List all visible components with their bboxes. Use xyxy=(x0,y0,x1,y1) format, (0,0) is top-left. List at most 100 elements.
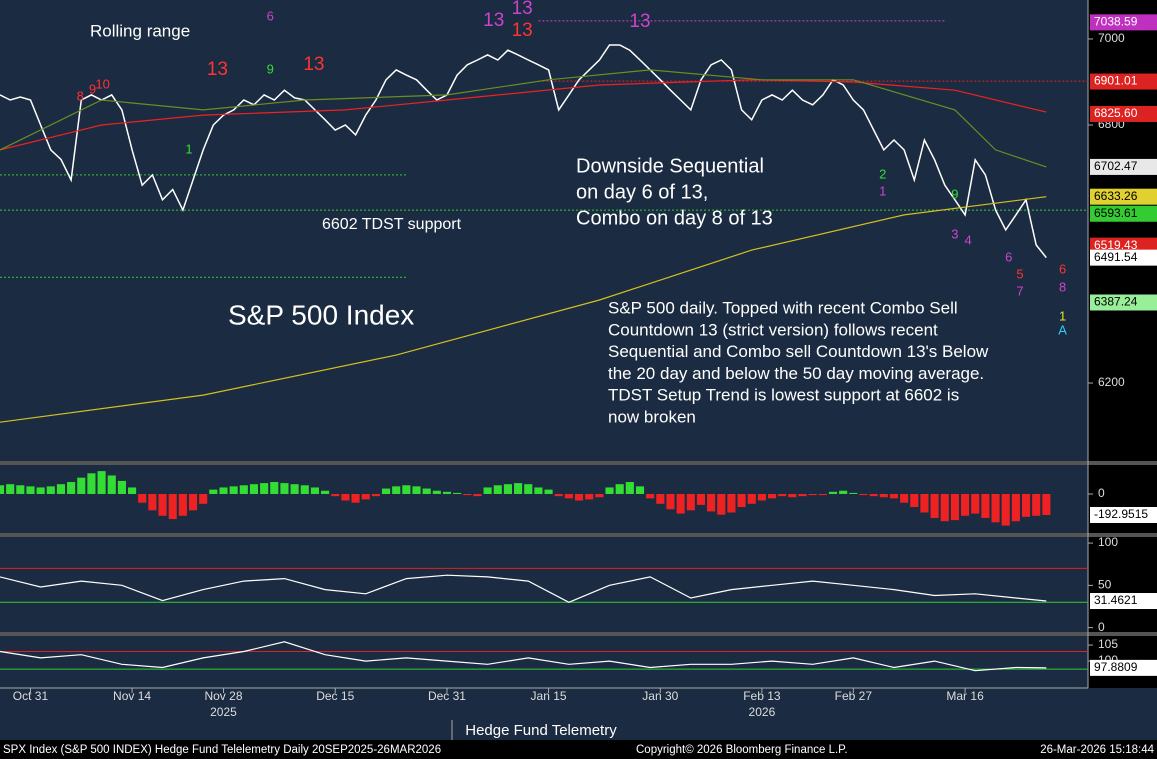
bar xyxy=(625,482,634,494)
bar xyxy=(940,493,949,522)
separator xyxy=(0,461,1157,465)
bar xyxy=(656,493,665,504)
bar xyxy=(463,493,472,496)
last-value-box xyxy=(1090,593,1157,610)
y-tick-label: 0 xyxy=(1098,486,1105,500)
bar xyxy=(1042,493,1051,516)
bar xyxy=(16,485,25,494)
y-tick-label: 50 xyxy=(1098,578,1112,592)
annotation: 6602 TDST support xyxy=(322,216,462,233)
price-label-box xyxy=(1090,14,1157,31)
bar xyxy=(381,488,391,494)
td-count: 4 xyxy=(965,233,972,248)
bar xyxy=(920,493,929,513)
annotation: Rolling range xyxy=(90,21,190,40)
bar xyxy=(148,493,157,511)
td-count: 6 xyxy=(1005,249,1012,264)
y-tick-label: 0 xyxy=(1098,620,1105,634)
commentary: TDST Setup Trend is lowest support at 66… xyxy=(608,386,959,405)
bar xyxy=(808,493,817,496)
bar xyxy=(910,493,919,508)
price-label-box xyxy=(1090,73,1157,90)
td-count: 9 xyxy=(267,61,274,76)
td-count: 8 xyxy=(1059,279,1066,294)
x-tick-label: Dec 31 xyxy=(428,689,466,703)
bar xyxy=(788,493,797,498)
bar xyxy=(950,493,959,521)
bar xyxy=(260,483,269,494)
last-value-box xyxy=(1090,659,1157,676)
last-value: -192.9515 xyxy=(1094,507,1148,521)
line xyxy=(0,44,1047,259)
bar xyxy=(117,480,126,494)
last-value: 31.4621 xyxy=(1094,593,1138,607)
price-label: 6901.01 xyxy=(1094,74,1138,88)
x-tick-label: Jan 15 xyxy=(531,689,567,703)
price-label-box xyxy=(1090,294,1157,311)
bar xyxy=(900,493,909,503)
bar xyxy=(239,485,248,494)
bar xyxy=(778,493,787,497)
bar xyxy=(544,489,553,494)
footer-left: SPX Index (S&P 500 INDEX) Hedge Fund Tel… xyxy=(3,744,441,756)
bar xyxy=(493,485,502,494)
td-count: 10 xyxy=(95,76,109,91)
bar xyxy=(615,484,624,494)
bar xyxy=(737,493,746,508)
bar xyxy=(97,471,106,494)
bar xyxy=(209,489,218,494)
bar xyxy=(869,493,878,497)
bar xyxy=(56,484,66,494)
bar xyxy=(514,483,523,494)
bar xyxy=(402,485,411,494)
bar xyxy=(0,485,5,494)
bar xyxy=(1021,493,1031,517)
td-count: 13 xyxy=(303,54,324,75)
x-tick-label: Nov 14 xyxy=(113,689,151,703)
background xyxy=(0,0,1157,740)
td-count: 6 xyxy=(1059,261,1066,276)
bar xyxy=(432,490,441,494)
bar xyxy=(859,493,868,496)
price-label-box xyxy=(1090,105,1157,122)
line xyxy=(0,641,1047,672)
td-count: 8 xyxy=(77,88,84,103)
bar xyxy=(351,493,360,503)
bar xyxy=(564,493,573,499)
bar xyxy=(686,493,695,511)
bar xyxy=(635,486,645,494)
bar xyxy=(1011,493,1020,522)
bar xyxy=(178,493,187,516)
bar xyxy=(717,493,726,515)
td-count: 1 xyxy=(185,141,192,156)
bar xyxy=(77,477,86,494)
td-count: 13 xyxy=(512,0,533,19)
bar xyxy=(199,493,208,504)
bar xyxy=(1001,493,1010,526)
bar xyxy=(574,493,584,501)
bar xyxy=(585,493,594,500)
price-label-box xyxy=(1090,249,1157,266)
td-count: 1 xyxy=(1059,309,1066,324)
x-tick-label: Dec 15 xyxy=(316,689,354,703)
price-label-box xyxy=(1090,188,1157,205)
bar xyxy=(270,482,279,494)
bar xyxy=(46,486,55,494)
bar xyxy=(138,493,147,503)
bar xyxy=(930,493,939,518)
bar xyxy=(961,493,970,516)
td-count: 3 xyxy=(951,227,958,242)
bar xyxy=(757,493,766,501)
bar xyxy=(341,493,350,501)
line xyxy=(0,574,1047,603)
callout: Downside Sequential xyxy=(576,155,764,177)
last-value: 97.8809 xyxy=(1094,660,1138,674)
commentary: Countdown 13 (strict version) follows re… xyxy=(608,320,938,339)
bar xyxy=(36,487,45,494)
callout: Combo on day 8 of 13 xyxy=(576,207,773,229)
td-count: 2 xyxy=(879,166,886,181)
bar xyxy=(422,488,431,494)
bar xyxy=(310,487,319,494)
bar xyxy=(442,491,452,494)
td-count: 13 xyxy=(629,11,650,32)
